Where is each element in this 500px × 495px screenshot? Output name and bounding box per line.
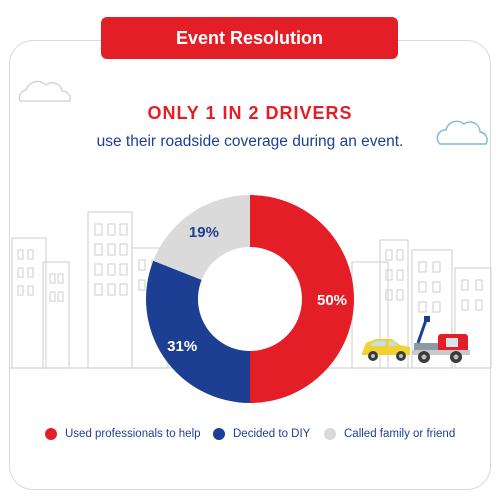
legend-swatch-red bbox=[45, 428, 57, 440]
slice-family bbox=[153, 195, 250, 280]
legend-label: Called family or friend bbox=[344, 428, 456, 440]
slice-professionals bbox=[250, 195, 354, 403]
headline: ONLY 1 IN 2 DRIVERS bbox=[147, 103, 353, 123]
donut-chart: 50% 31% 19% bbox=[145, 195, 354, 403]
legend-swatch-blue bbox=[213, 428, 225, 440]
legend-swatch-gray bbox=[324, 428, 336, 440]
data-label: 19% bbox=[189, 224, 219, 241]
legend-item-diy: Decided to DIY bbox=[213, 428, 310, 440]
subheadline: use their roadside coverage during an ev… bbox=[96, 133, 404, 150]
city-skyline-left bbox=[11, 211, 169, 369]
content-card bbox=[9, 40, 491, 490]
tow-truck-icon bbox=[412, 316, 470, 363]
cloud-icon bbox=[436, 120, 488, 145]
chart-legend: Used professionals to help Decided to DI… bbox=[0, 428, 500, 450]
car-icon bbox=[362, 339, 410, 361]
cloud-icon bbox=[18, 80, 71, 102]
data-label: 31% bbox=[167, 338, 197, 355]
event-resolution-banner: Event Resolution bbox=[101, 17, 398, 59]
legend-item-family: Called family or friend bbox=[324, 428, 455, 440]
legend-label: Decided to DIY bbox=[233, 428, 311, 440]
data-label: 50% bbox=[317, 292, 347, 309]
slice-diy bbox=[145, 260, 250, 403]
legend-item-professionals: Used professionals to help bbox=[45, 428, 201, 440]
legend-label: Used professionals to help bbox=[65, 428, 201, 440]
